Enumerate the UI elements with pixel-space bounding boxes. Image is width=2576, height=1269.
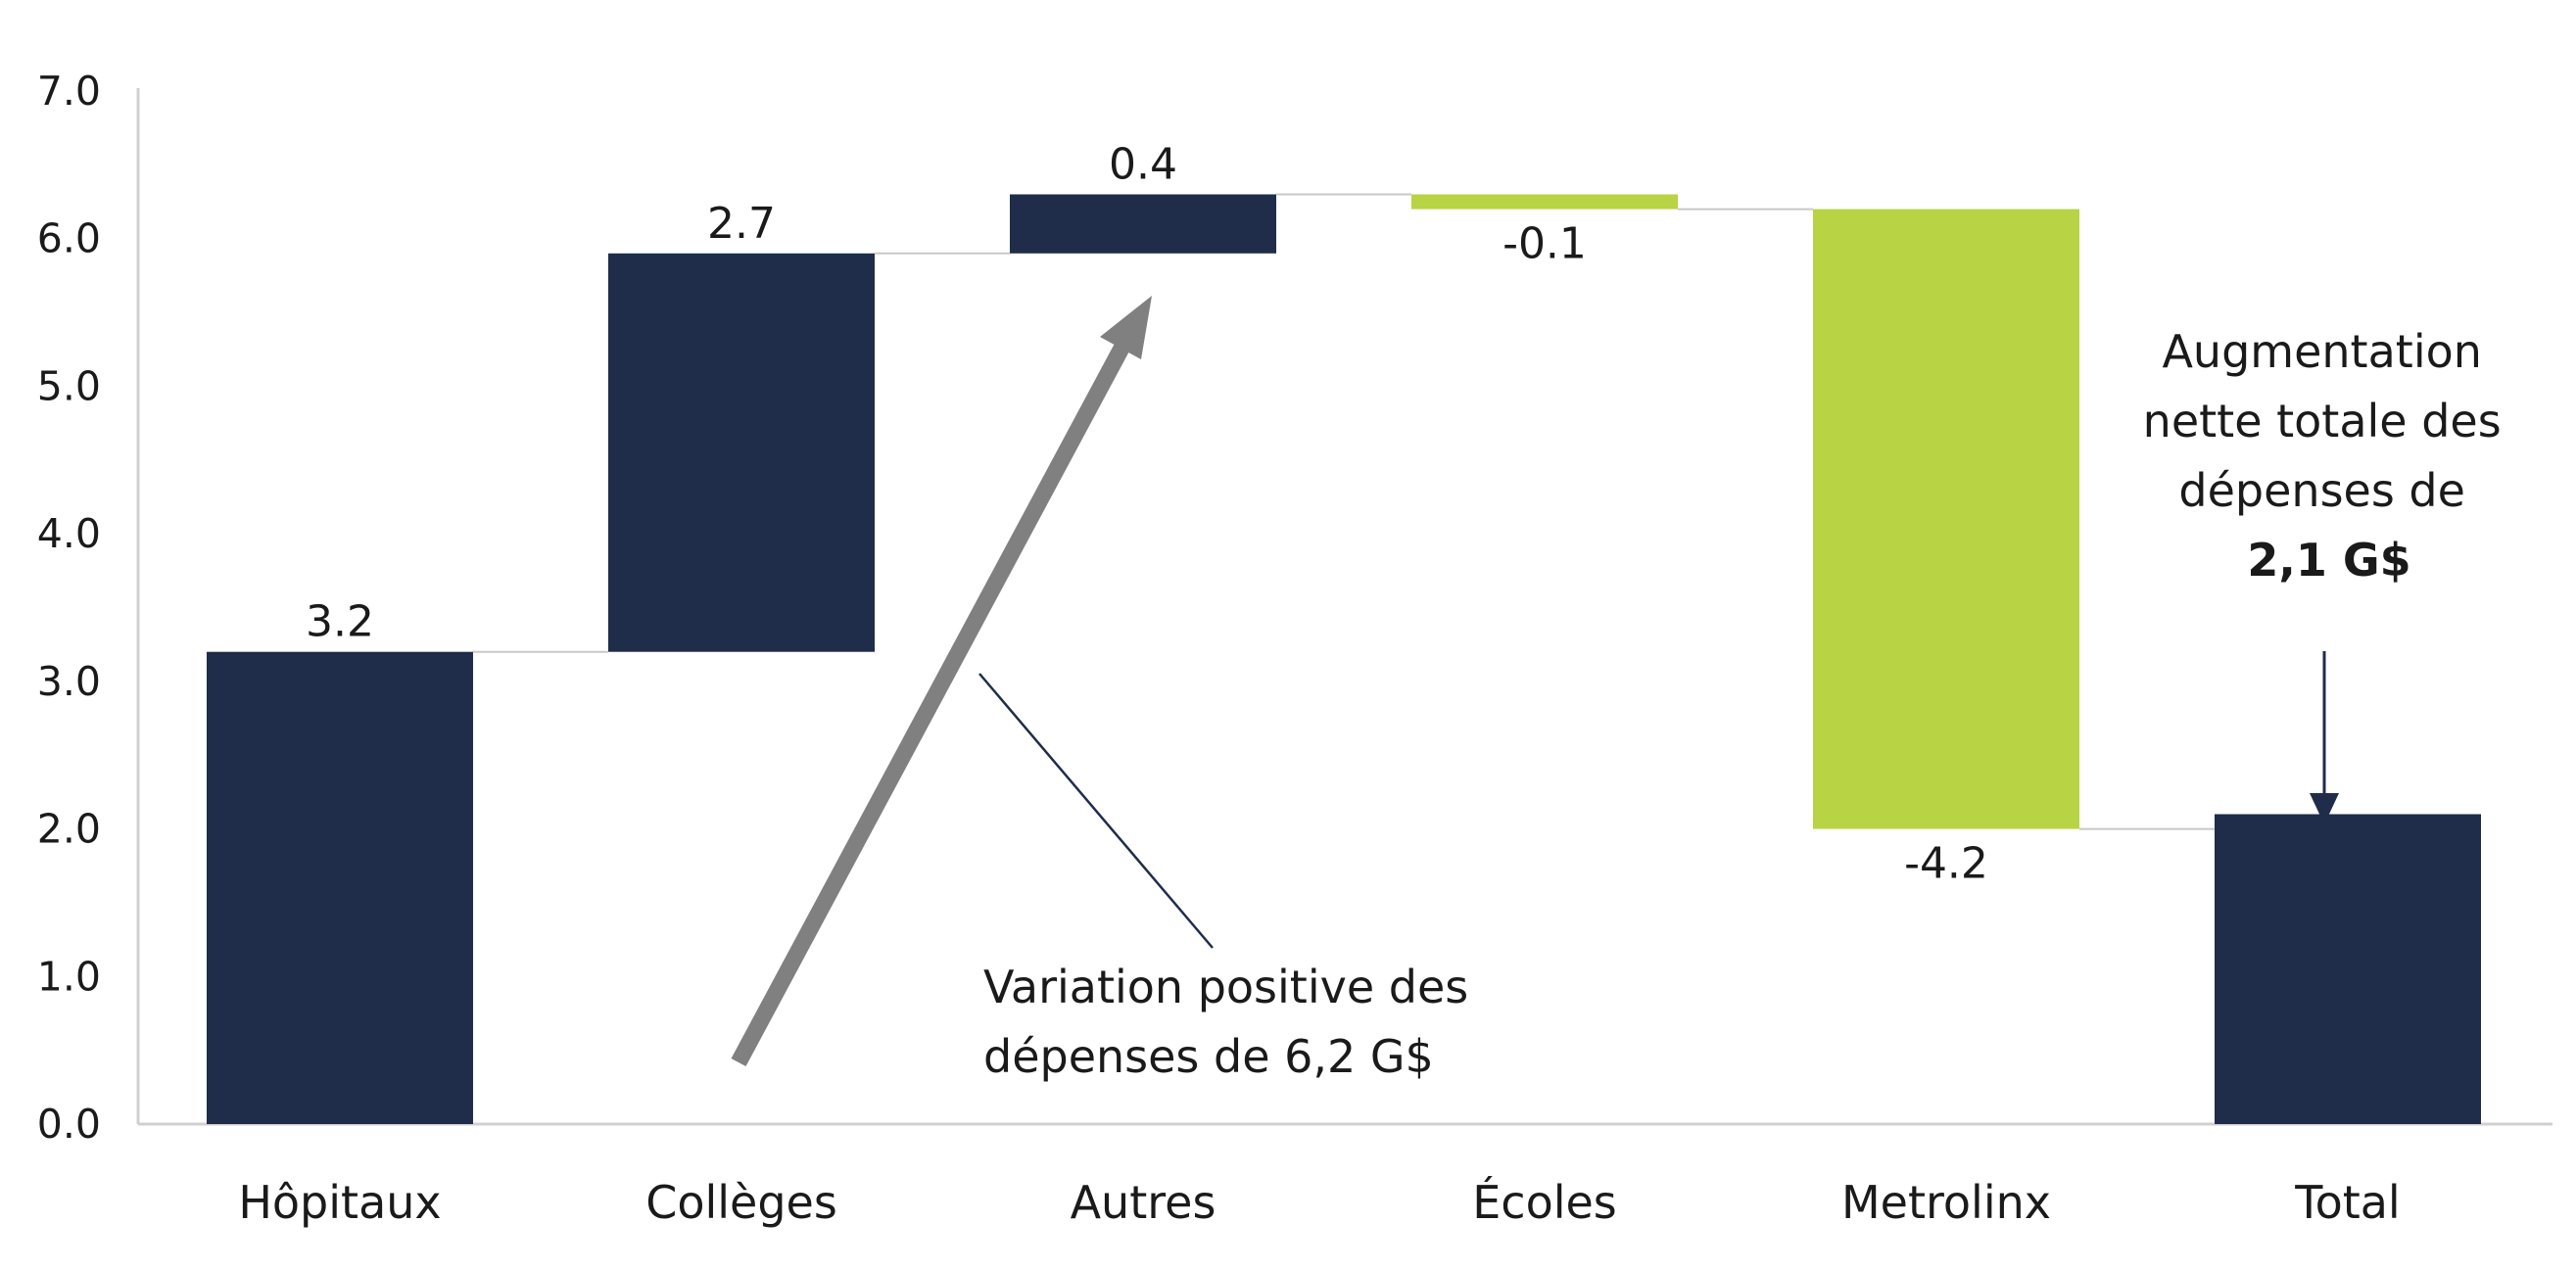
positive-change-arrow bbox=[731, 296, 1152, 1067]
positive-change-annotation: Variation positive des dépenses de 6,2 G… bbox=[983, 961, 1483, 1083]
data-label: 0.4 bbox=[1109, 140, 1177, 190]
y-tick-label: 2.0 bbox=[37, 806, 101, 853]
category-label: Metrolinx bbox=[1841, 1176, 2051, 1229]
category-label: Autres bbox=[1071, 1176, 1216, 1229]
category-label: Collèges bbox=[645, 1176, 837, 1229]
y-tick-label: 4.0 bbox=[37, 510, 101, 557]
bar-2 bbox=[1010, 194, 1276, 254]
bar-3 bbox=[1411, 194, 1678, 210]
bar-4 bbox=[1813, 209, 2079, 829]
connector-lines bbox=[473, 193, 2215, 830]
data-label: -0.1 bbox=[1503, 219, 1587, 269]
data-label: -4.2 bbox=[1904, 839, 1988, 889]
net-total-annotation: Augmentation nette totale des dépenses d… bbox=[2143, 325, 2516, 587]
bar-1 bbox=[608, 253, 875, 652]
y-tick-labels: 0.0 1.0 2.0 3.0 4.0 5.0 6.0 7.0 bbox=[37, 68, 101, 1148]
bar-0 bbox=[207, 651, 473, 1124]
net-total-line-1: Augmentation bbox=[2162, 325, 2481, 378]
y-tick-label: 7.0 bbox=[37, 68, 101, 115]
net-total-line-2: nette totale des bbox=[2143, 395, 2502, 447]
category-label: Hôpitaux bbox=[238, 1176, 441, 1229]
category-label: Écoles bbox=[1472, 1176, 1617, 1229]
bar-5 bbox=[2215, 814, 2481, 1124]
y-tick-label: 5.0 bbox=[37, 362, 101, 409]
y-tick-label: 6.0 bbox=[37, 215, 101, 262]
category-labels: Hôpitaux Collèges Autres Écoles Metrolinx Tot… bbox=[238, 1176, 2400, 1229]
annotation-pointer-line bbox=[978, 673, 1214, 949]
y-tick-label: 3.0 bbox=[37, 658, 101, 705]
data-label: 2.7 bbox=[707, 199, 776, 249]
data-label: 3.2 bbox=[306, 597, 374, 647]
net-total-line-3: dépenses de bbox=[2178, 464, 2465, 517]
data-labels: 3.2 2.7 0.4 -0.1 -4.2 bbox=[306, 140, 1988, 889]
positive-change-line-1: Variation positive des bbox=[983, 961, 1468, 1013]
positive-change-line-2: dépenses de 6,2 G$ bbox=[983, 1030, 1434, 1083]
category-label: Total bbox=[2294, 1176, 2400, 1229]
y-tick-label: 0.0 bbox=[37, 1101, 101, 1148]
net-total-arrow bbox=[2310, 651, 2339, 824]
net-total-amount: 2,1 G$ bbox=[2247, 534, 2410, 587]
bars bbox=[207, 194, 2481, 1124]
y-tick-label: 1.0 bbox=[37, 953, 101, 1000]
